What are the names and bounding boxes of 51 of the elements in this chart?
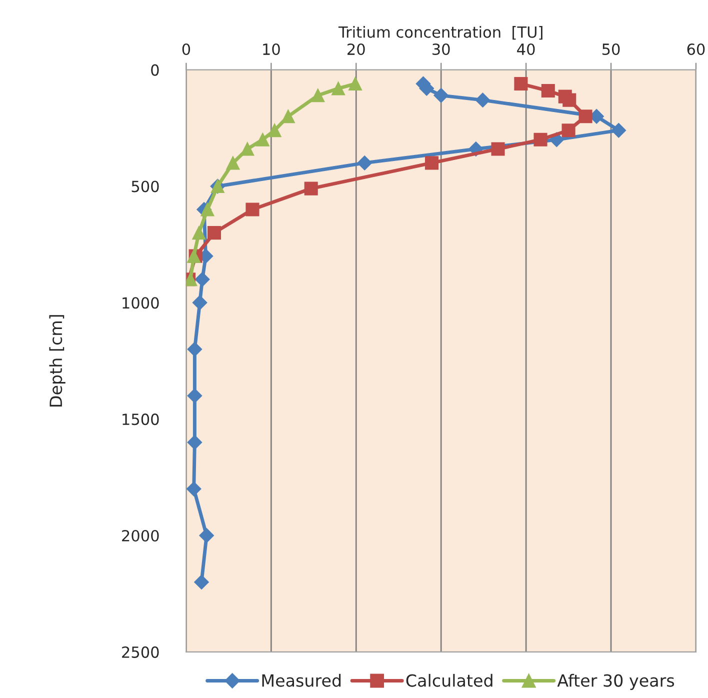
x-tick-label: 50: [602, 43, 620, 56]
point: [541, 84, 555, 98]
point: [240, 142, 254, 156]
point: [186, 482, 202, 496]
x-tick-label: 30: [432, 43, 450, 56]
point: [611, 122, 626, 138]
point: [348, 77, 362, 91]
point: [281, 110, 295, 124]
point: [194, 574, 209, 590]
y-tick-label: 2000: [122, 530, 159, 542]
y-tick-label: 1000: [122, 297, 159, 309]
point: [187, 388, 202, 404]
point: [311, 88, 325, 102]
legend-label: Measured: [262, 674, 341, 687]
point: [194, 272, 210, 287]
legend-label: Calculated: [406, 674, 492, 687]
point: [332, 82, 346, 96]
point: [187, 434, 202, 450]
point: [192, 295, 208, 310]
point: [491, 142, 505, 156]
point: [246, 202, 260, 216]
point: [424, 156, 439, 170]
point: [256, 132, 270, 146]
point: [357, 156, 372, 170]
point: [200, 202, 214, 216]
point: [562, 93, 576, 107]
y-axis-title: Depth [cm]: [49, 315, 66, 406]
point: [475, 92, 490, 108]
point: [192, 226, 206, 240]
y-tick-label: 1500: [122, 414, 159, 426]
x-axis-title: Tritium concentration [TU]: [338, 26, 542, 40]
point: [534, 132, 548, 146]
point: [187, 342, 202, 357]
point: [268, 124, 282, 138]
point: [207, 226, 222, 240]
point: [304, 182, 318, 196]
x-tick-label: 40: [517, 43, 535, 56]
y-tick-label: 0: [151, 64, 159, 76]
y-tick-label: 500: [132, 180, 159, 192]
x-tick-label: 60: [687, 43, 705, 56]
y-tick-label: 2500: [122, 646, 159, 658]
x-tick-label: 20: [348, 43, 365, 56]
point: [514, 77, 528, 91]
x-tick-label: 10: [263, 43, 280, 56]
point: [434, 88, 448, 103]
point: [199, 528, 214, 543]
point: [562, 124, 576, 138]
x-tick-label: 0: [182, 43, 190, 56]
point: [226, 156, 240, 170]
legend-label: After 30 years: [557, 674, 674, 690]
point: [578, 110, 592, 124]
